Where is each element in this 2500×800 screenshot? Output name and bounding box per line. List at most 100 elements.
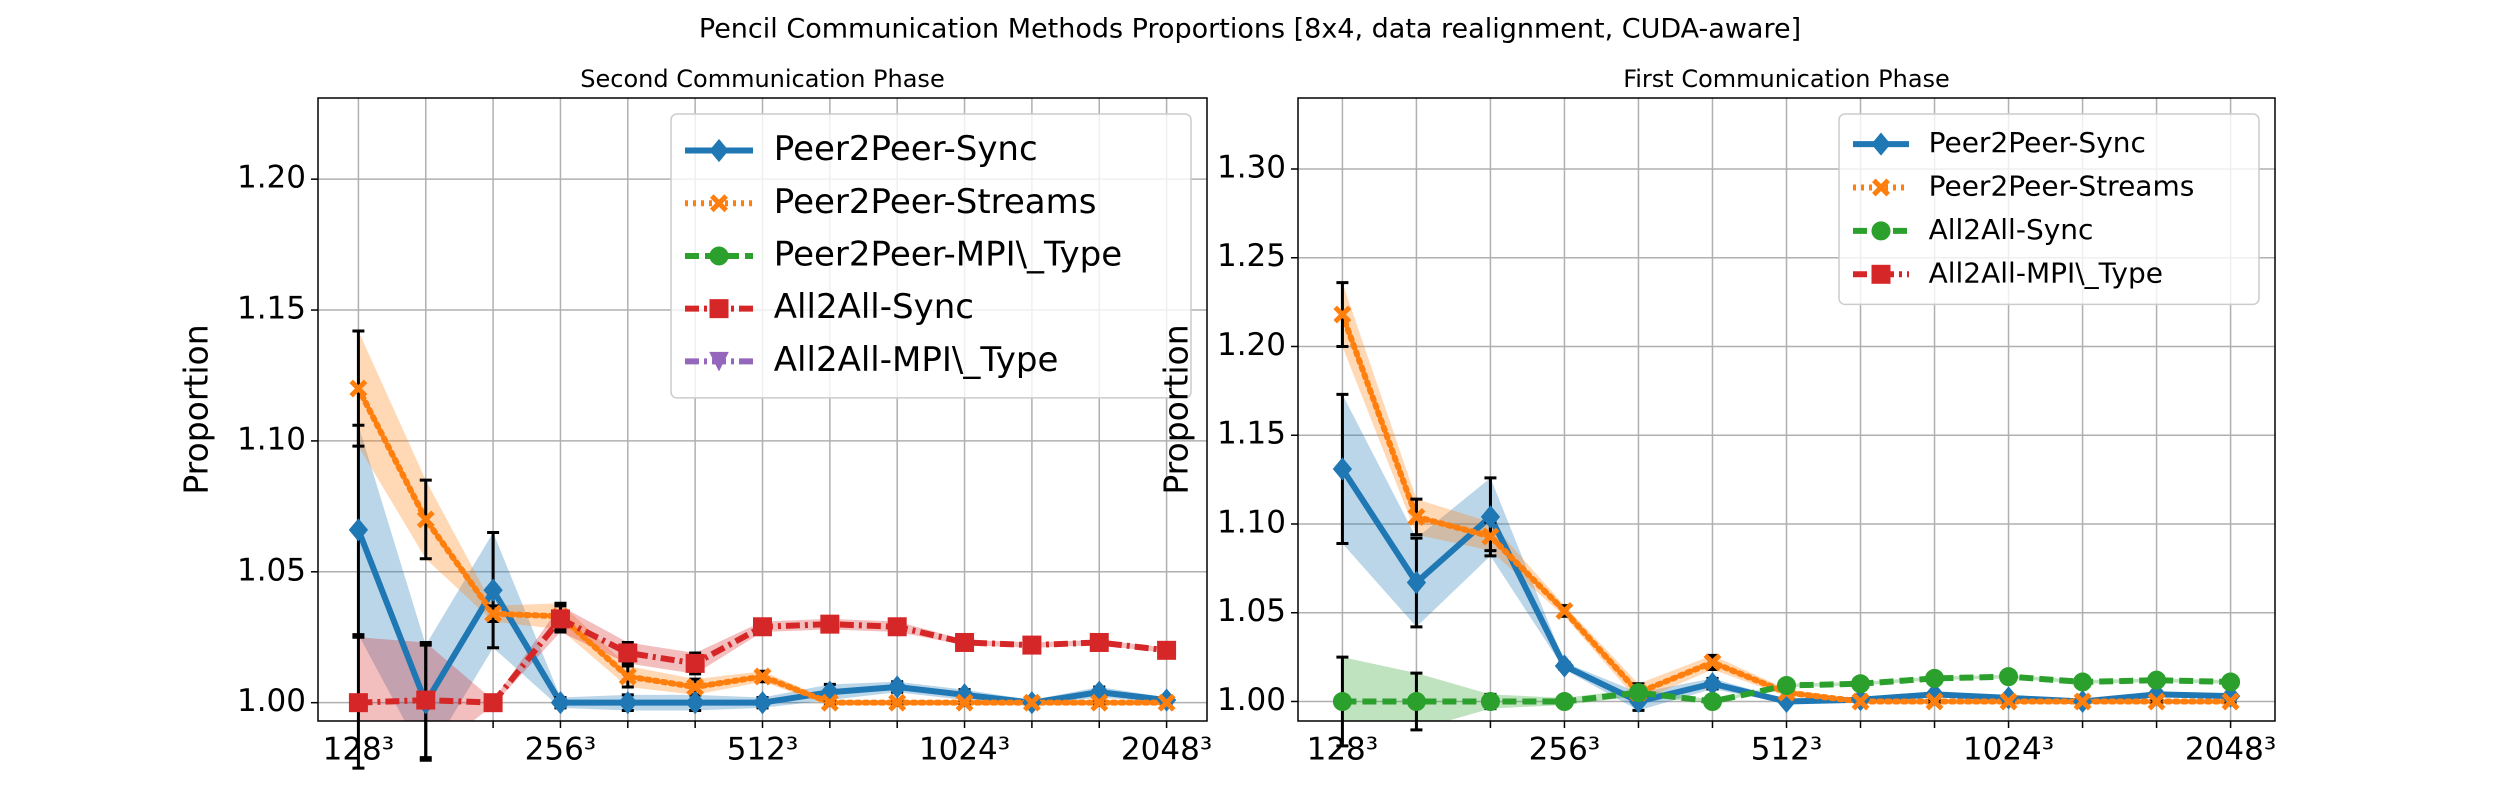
marker (1333, 305, 1352, 324)
marker (709, 299, 729, 319)
y-tick-label: 1.30 (1217, 149, 1286, 185)
marker (1480, 691, 1500, 711)
marker (887, 617, 907, 637)
marker (1332, 457, 1353, 481)
marker (709, 138, 729, 163)
marker (752, 691, 773, 715)
marker (1925, 692, 1944, 711)
marker (1703, 653, 1722, 672)
y-axis-label: Proportion (177, 324, 216, 494)
marker (1406, 691, 1426, 711)
marker (820, 693, 839, 712)
legend-label: Peer2Peer-Sync (774, 129, 1038, 169)
marker (753, 667, 772, 686)
legend-label: Peer2Peer-MPI\_Type (774, 234, 1122, 274)
y-tick-label: 1.10 (237, 421, 306, 457)
marker (1999, 692, 2018, 711)
legend-label: All2All-MPI\_Type (774, 340, 1059, 380)
x-tick-label: 2048³ (1121, 732, 1212, 768)
x-tick-label: 512³ (1751, 732, 1823, 768)
marker (1871, 221, 1891, 241)
marker (1777, 676, 1796, 696)
marker (1090, 693, 1109, 712)
marker (1481, 527, 1500, 546)
marker (1157, 693, 1176, 712)
marker (348, 693, 368, 713)
marker (710, 194, 728, 213)
marker (686, 678, 705, 696)
marker (2073, 672, 2093, 692)
y-tick-label: 1.20 (1217, 327, 1286, 363)
legend-label: All2All-Sync (774, 287, 974, 327)
marker (550, 609, 570, 629)
x-tick-label: 2048³ (2185, 732, 2276, 768)
marker (1851, 692, 1870, 711)
y-tick-label: 1.05 (1217, 593, 1286, 629)
x-tick-label: 1024³ (919, 732, 1010, 768)
marker (820, 614, 840, 634)
x-tick-label: 256³ (1529, 732, 1601, 768)
legend-label: Peer2Peer-Sync (1929, 126, 2146, 159)
marker (1407, 507, 1426, 526)
marker (709, 246, 729, 266)
marker (888, 693, 907, 712)
marker (685, 653, 705, 673)
marker (1480, 505, 1501, 529)
y-tick-label: 1.10 (1217, 504, 1286, 540)
y-tick-label: 1.25 (1217, 238, 1286, 274)
marker (349, 379, 368, 398)
marker (709, 351, 729, 372)
marker (2221, 692, 2240, 711)
marker (483, 693, 503, 713)
marker (2221, 672, 2241, 692)
marker (753, 617, 772, 637)
marker (1628, 683, 1648, 703)
marker (1554, 691, 1574, 711)
marker (1332, 691, 1352, 711)
marker (550, 691, 571, 715)
marker (618, 691, 638, 715)
error-band (1342, 394, 2231, 711)
marker (2220, 684, 2241, 708)
marker (2147, 670, 2167, 690)
x-tick-label: 256³ (525, 732, 597, 768)
marker (2147, 692, 2166, 711)
marker (1872, 178, 1890, 197)
x-tick-label: 1024³ (1963, 732, 2054, 768)
marker (416, 510, 435, 529)
marker (1022, 635, 1042, 655)
legend-box (670, 113, 1192, 399)
legend-box (1838, 113, 2260, 306)
marker (1554, 654, 1575, 678)
marker (1851, 674, 1871, 694)
marker (955, 632, 975, 652)
legend-label: All2All-Sync (1929, 213, 2094, 246)
legend-label: All2All-MPI\_Type (1929, 256, 2163, 289)
legend-label: Peer2Peer-Streams (1929, 170, 2195, 203)
marker (887, 675, 907, 699)
marker (1089, 632, 1109, 652)
y-tick-label: 1.20 (237, 160, 306, 196)
y-axis-label: Proportion (1157, 324, 1196, 494)
y-tick-label: 1.15 (1217, 416, 1286, 452)
y-tick-label: 1.00 (1217, 682, 1286, 718)
legend-label: Peer2Peer-Streams (774, 182, 1097, 222)
x-tick-label: 512³ (727, 732, 799, 768)
marker (1702, 691, 1722, 711)
marker (1999, 667, 2019, 687)
marker (1157, 640, 1177, 660)
marker (483, 578, 503, 602)
y-tick-label: 1.05 (237, 552, 306, 588)
marker (618, 667, 637, 686)
y-tick-label: 1.00 (237, 683, 306, 719)
axes-title: Second Communication Phase (580, 65, 944, 93)
marker (484, 604, 503, 623)
marker (955, 693, 974, 712)
marker (1022, 693, 1041, 712)
marker (1555, 601, 1574, 620)
marker (2073, 692, 2092, 711)
y-tick-label: 1.15 (237, 291, 306, 327)
marker (1871, 132, 1891, 156)
marker (1925, 668, 1945, 688)
